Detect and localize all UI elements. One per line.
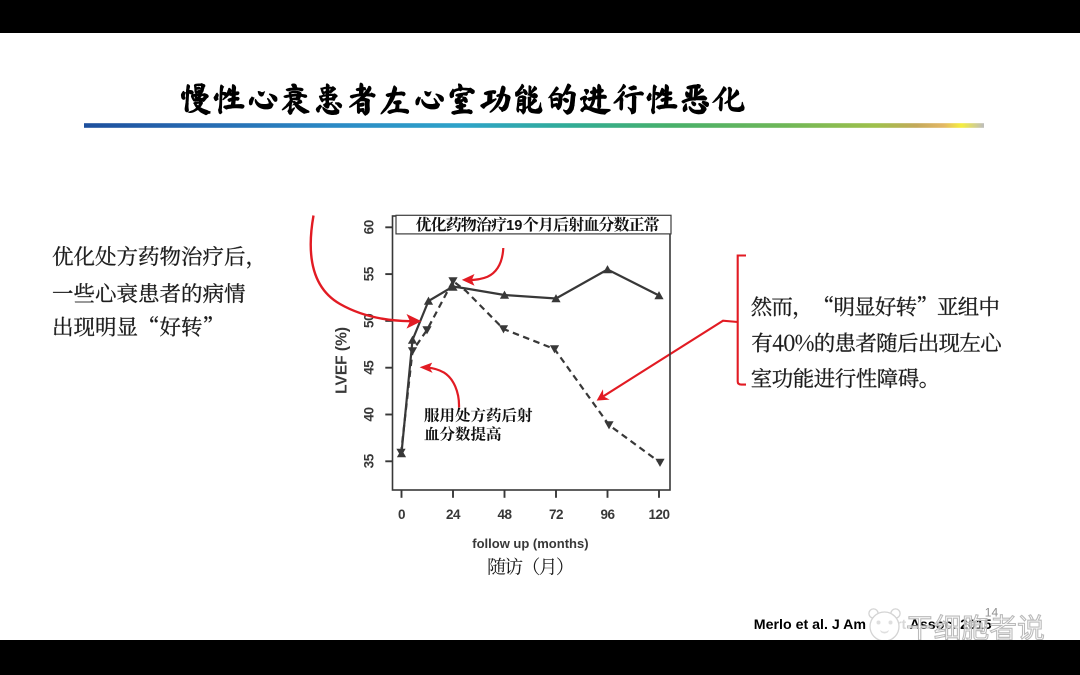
- svg-text:0: 0: [398, 507, 405, 522]
- svg-text:40: 40: [362, 407, 377, 421]
- svg-text:14: 14: [985, 606, 999, 620]
- svg-text:48: 48: [497, 507, 512, 522]
- svg-text:19: 19: [506, 218, 522, 234]
- svg-text:follow up (months): follow up (months): [472, 536, 588, 551]
- svg-text:55: 55: [362, 266, 377, 281]
- svg-text:35: 35: [362, 453, 377, 468]
- svg-text:72: 72: [549, 507, 563, 522]
- svg-text:96: 96: [600, 507, 615, 522]
- svg-text:120: 120: [648, 507, 669, 522]
- svg-text:LVEF (%): LVEF (%): [333, 327, 350, 394]
- svg-text:60: 60: [362, 220, 377, 234]
- svg-text:45: 45: [362, 360, 377, 375]
- svg-text:24: 24: [446, 507, 461, 522]
